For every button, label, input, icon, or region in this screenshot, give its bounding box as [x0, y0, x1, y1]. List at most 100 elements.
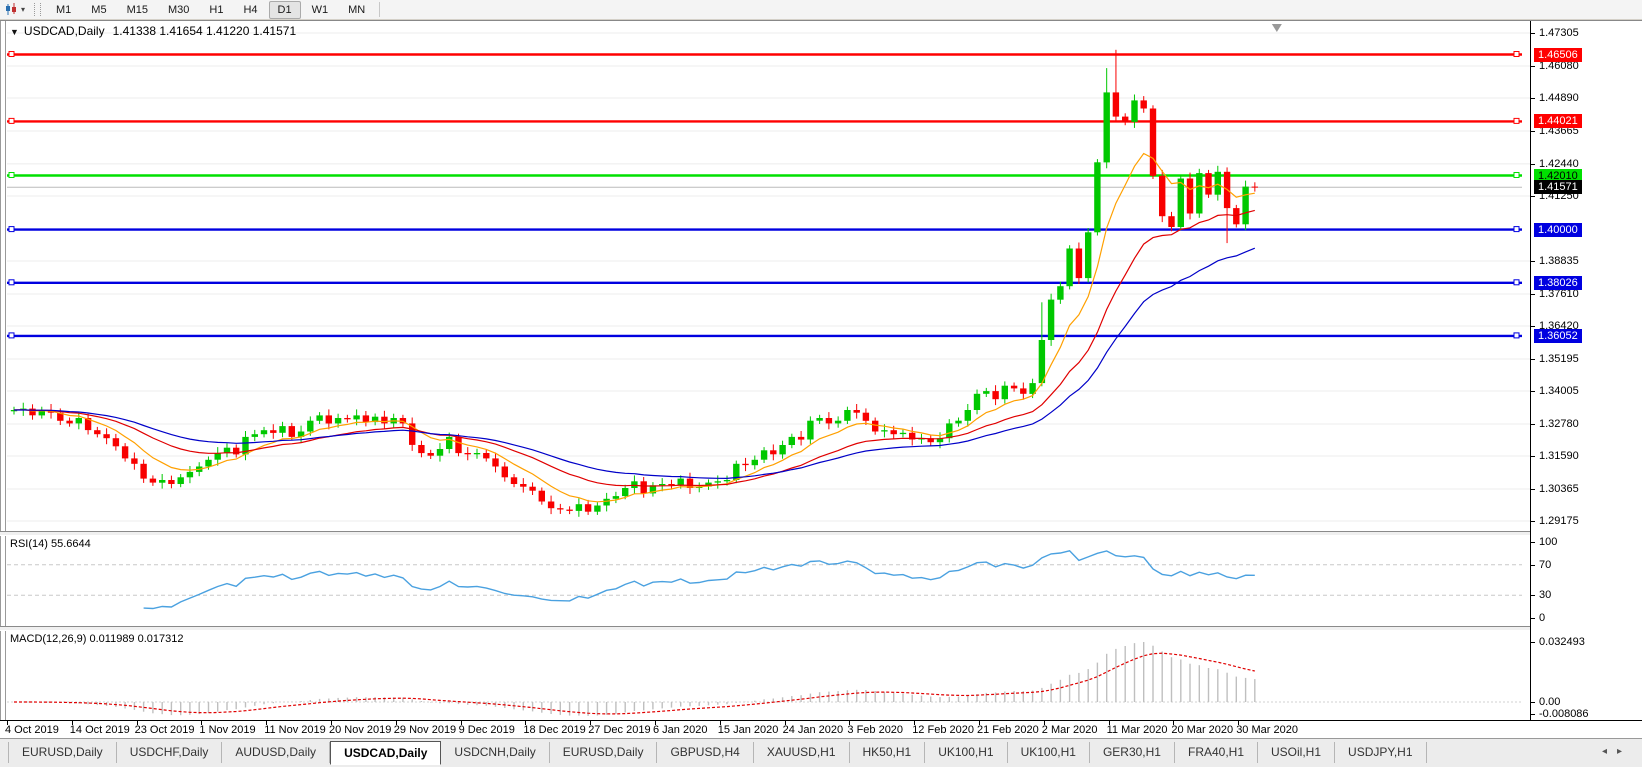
macd-panel[interactable]: MACD(12,26,9) 0.011989 0.017312	[7, 631, 1530, 720]
chart-title: ▼ USDCAD,Daily 1.41338 1.41654 1.41220 1.4…	[10, 24, 296, 38]
timeframe-button-M1[interactable]: M1	[56, 3, 72, 16]
window-left-frame	[0, 21, 6, 738]
chart-tab-EURUSDDaily-0[interactable]: EURUSD,Daily	[9, 742, 117, 763]
chart-tab-AUDUSDDaily-2[interactable]: AUDUSD,Daily	[222, 742, 331, 763]
tick-mark	[1531, 163, 1535, 165]
timeframe-button-H4[interactable]: H4	[243, 3, 258, 16]
tick-mark	[1531, 293, 1535, 295]
macd-tick-label: -0.008086	[1539, 708, 1589, 720]
tick-mark	[1531, 564, 1535, 566]
ohlc-values: 1.41338 1.41654 1.41220 1.41571	[112, 24, 297, 38]
tick-mark	[1531, 65, 1535, 67]
chart-tabbar: EURUSD,Daily USDCHF,Daily AUDUSD,Daily USDC…	[0, 738, 1642, 767]
tick-mark	[1531, 714, 1535, 715]
rsi-panel[interactable]: RSI(14) 55.6644	[7, 536, 1530, 626]
date-tick-mark	[655, 721, 656, 725]
panel-splitter[interactable]	[0, 626, 1642, 631]
chart-tab-GER30H1-11[interactable]: GER30,H1	[1090, 742, 1175, 763]
tick-mark	[1531, 195, 1535, 197]
chart-tab-EURUSDDaily-5[interactable]: EURUSD,Daily	[550, 742, 658, 763]
price-tick-label: 1.42440	[1539, 157, 1579, 170]
timeframe-button-W1[interactable]: W1	[311, 3, 329, 16]
scroll-left-icon[interactable]: ◂	[1601, 746, 1617, 757]
chart-tab-USDCADDaily-3[interactable]: USDCAD,Daily	[330, 741, 442, 765]
date-tick-mark	[590, 721, 592, 725]
date-label: 18 Dec 2019	[523, 724, 586, 736]
scroll-right-icon[interactable]: ▸	[1616, 746, 1632, 757]
price-tick-label: 1.44890	[1539, 92, 1579, 104]
macd-chart-canvas[interactable]	[7, 631, 1530, 720]
chart-tab-GBPUSDH4-6[interactable]: GBPUSD,H4	[657, 742, 754, 763]
date-tick-mark	[525, 721, 527, 725]
date-label: 15 Jan 2020	[717, 724, 779, 736]
price-tick-label: 1.35195	[1539, 352, 1579, 365]
chart-tab-UK100H1-10[interactable]: UK100,H1	[1008, 742, 1090, 763]
price-line-badge-138026[interactable]: 1.38026	[1534, 275, 1582, 290]
macd-signal-line	[14, 652, 1255, 715]
date-label: 1 Nov 2019	[199, 724, 256, 736]
price-scale[interactable]: 1.47305 1.46080 1.44890 1.43665 1.42440 1.412…	[1530, 21, 1642, 720]
chart-type-button[interactable]: ▾	[0, 0, 29, 19]
date-tick-mark	[331, 721, 332, 725]
date-tick-mark	[719, 721, 721, 725]
price-line-badge-142010[interactable]: 1.42010	[1534, 168, 1582, 183]
price-panel[interactable]: ▼ USDCAD,Daily 1.41338 1.41654 1.41220 1.4…	[7, 21, 1530, 531]
tab-scroll-arrows: ◂▸	[1602, 746, 1632, 757]
timeframe-button-M5[interactable]: M5	[91, 3, 107, 16]
collapse-arrow-icon[interactable]: ▼	[10, 27, 19, 37]
rsi-tick-label: 70	[1539, 558, 1552, 571]
chart-tab-USDJPYH1-14[interactable]: USDJPY,H1	[1335, 742, 1427, 763]
date-tick-mark	[1108, 721, 1110, 725]
timeframe-buttons: M1 M5 M15 M30 H1 H4 D1 W1 MN	[46, 0, 375, 19]
chart-tab-UK100H1-9[interactable]: UK100,H1	[925, 742, 1008, 763]
timeframe-button-M30[interactable]: M30	[167, 3, 190, 16]
macd-label: MACD(12,26,9) 0.011989 0.017312	[10, 633, 184, 645]
tick-mark	[1531, 702, 1535, 703]
chart-tab-FRA40H1-12[interactable]: FRA40,H1	[1175, 742, 1259, 763]
rsi-chart-canvas[interactable]	[7, 536, 1530, 626]
candles-layer	[10, 49, 1258, 517]
date-label: 4 Oct 2019	[5, 724, 59, 736]
date-label: 20 Nov 2019	[329, 724, 392, 736]
date-label: 3 Feb 2020	[847, 724, 904, 736]
date-label: 29 Nov 2019	[393, 724, 457, 736]
macd-tick-label: 0.032493	[1539, 636, 1585, 648]
timeframe-button-D1[interactable]: D1	[268, 0, 301, 19]
timeframe-button-MN[interactable]: MN	[348, 3, 366, 16]
timeframe-button-H1[interactable]: H1	[209, 3, 224, 16]
chart-tab-USDCHFDaily-1[interactable]: USDCHF,Daily	[117, 742, 223, 763]
date-label: 23 Oct 2019	[134, 724, 195, 736]
chart-tab-USDCNHDaily-4[interactable]: USDCNH,Daily	[441, 742, 550, 763]
rsi-tick-label: 30	[1539, 589, 1552, 602]
price-tick-label: 1.34005	[1539, 384, 1579, 397]
chart-shift-marker	[1271, 24, 1282, 32]
rsi-tick-label: 100	[1539, 536, 1558, 548]
tick-mark	[1531, 130, 1535, 132]
chart-window: ▼ USDCAD,Daily 1.41338 1.41654 1.41220 1.4…	[0, 20, 1642, 738]
chevron-down-icon: ▾	[21, 5, 26, 14]
chart-tab-USOilH1-13[interactable]: USOil,H1	[1258, 742, 1336, 763]
date-tick-mark	[914, 721, 916, 725]
date-tick-mark	[136, 721, 138, 725]
chart-tab-HK50H1-8[interactable]: HK50,H1	[850, 742, 926, 763]
tick-mark	[1531, 358, 1535, 360]
timeframe-button-M15[interactable]: M15	[126, 3, 148, 16]
price-line-badge-144021[interactable]: 1.44021	[1534, 114, 1582, 129]
rsi-line	[143, 550, 1255, 610]
panel-splitter[interactable]	[0, 531, 1642, 536]
toolbar-drag-handle[interactable]	[34, 3, 42, 16]
price-line-badge-140000[interactable]: 1.40000	[1534, 222, 1582, 237]
price-line-badge-136052[interactable]: 1.36052	[1534, 328, 1582, 343]
toolbar-separator	[379, 2, 381, 17]
hlines-layer	[7, 51, 1522, 339]
price-line-badge-141571[interactable]: 1.41571	[1534, 180, 1582, 195]
tick-mark	[1531, 595, 1535, 597]
price-chart-canvas[interactable]	[7, 21, 1530, 531]
price-line-badge-146506[interactable]: 1.46506	[1534, 47, 1582, 62]
chart-tab-XAUUSDH1-7[interactable]: XAUUSD,H1	[754, 742, 850, 763]
price-tick-label: 1.29175	[1539, 515, 1579, 527]
date-axis[interactable]: 4 Oct 2019 14 Oct 2019 23 Oct 2019 1 Nov 20…	[0, 720, 1642, 738]
date-tick-mark	[7, 721, 8, 725]
date-label: 24 Jan 2020	[782, 724, 844, 736]
tick-mark	[1531, 521, 1535, 522]
